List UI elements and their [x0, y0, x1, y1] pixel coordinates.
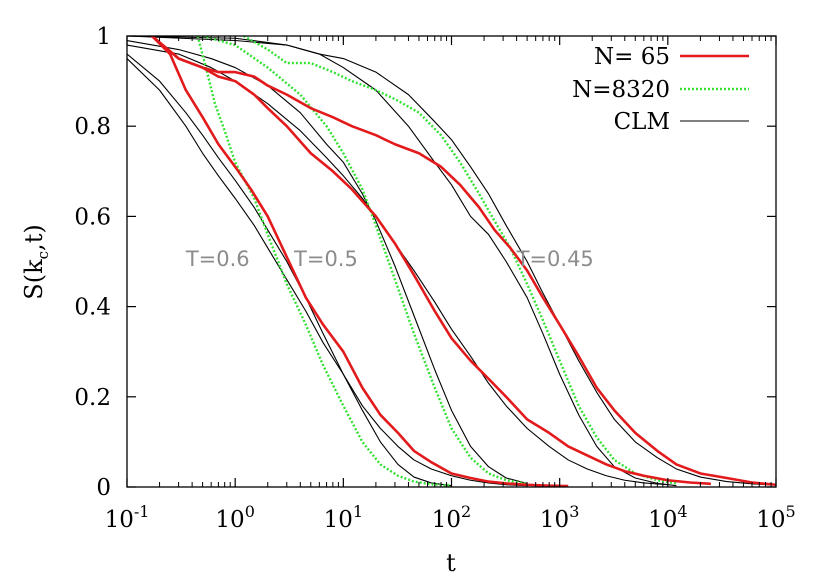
x-tick-label: 103	[540, 502, 579, 533]
y-tick-label: 0	[96, 475, 111, 501]
legend-label: N=8320	[572, 77, 670, 103]
annotation-layer: T=0.6 T=0.5 T=0.45	[185, 247, 594, 271]
x-tick-label: 105	[756, 502, 795, 533]
x-tick-label: 10-1	[105, 502, 150, 533]
y-axis-label-tail: ,t)	[20, 224, 48, 251]
series-line-n65	[151, 36, 569, 487]
series-line-n65	[151, 36, 776, 487]
x-tick-label: 104	[648, 502, 687, 533]
series-layer	[127, 36, 776, 487]
series-line-clm	[127, 44, 668, 486]
ticks-layer: 10-1 100 101 102 103 104 105 0 0.2 0.4 0.6 0.8 1	[74, 24, 795, 533]
series-line-clm	[127, 36, 776, 486]
x-axis-label: t	[446, 549, 456, 577]
y-tick-label: 0.4	[74, 295, 111, 321]
y-axis-label-subscript: c	[34, 251, 52, 259]
series-line-n65	[151, 36, 711, 486]
y-tick-label: 1	[96, 24, 111, 50]
y-axis-label-main: S(k	[20, 259, 48, 300]
series-line-n8320	[196, 36, 452, 487]
y-tick-label: 0.2	[74, 385, 111, 411]
series-clip-group	[127, 36, 776, 487]
series-line-clm	[127, 58, 528, 487]
series-line-n8320	[202, 36, 528, 486]
legend-label: CLM	[614, 109, 670, 135]
series-line-clm	[127, 53, 452, 487]
legend: N= 65 N=8320 CLM	[572, 44, 749, 135]
y-axis-label: S(kc,t)	[20, 224, 52, 299]
legend-label: N= 65	[594, 44, 670, 70]
temperature-annotation: T=0.5	[293, 247, 358, 271]
series-line-n8320	[243, 36, 677, 485]
x-tick-label: 100	[215, 502, 254, 533]
y-tick-label: 0.6	[74, 204, 111, 230]
x-tick-label: 101	[324, 502, 363, 533]
x-tick-label: 102	[432, 502, 471, 533]
temperature-annotation: T=0.45	[516, 247, 594, 271]
temperature-annotation: T=0.6	[185, 247, 250, 271]
series-line-clm	[127, 36, 677, 487]
y-tick-label: 0.8	[74, 114, 111, 140]
